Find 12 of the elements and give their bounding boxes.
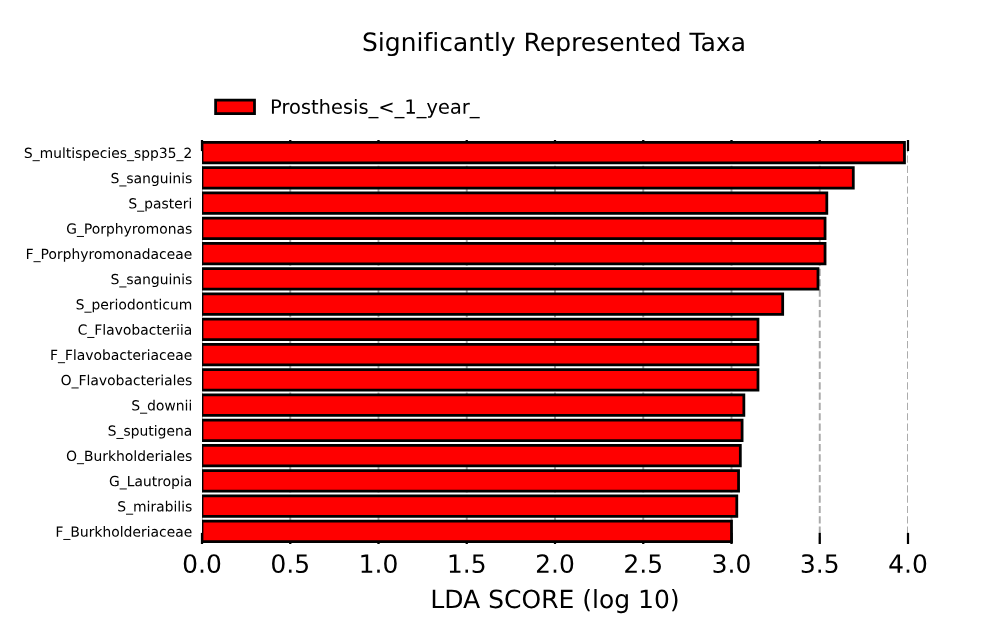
x-tick-label: 1.5 xyxy=(449,554,485,574)
x-tick-label: 2.0 xyxy=(536,554,574,574)
x-tick-label: 1.0 xyxy=(361,554,397,574)
legend-label: Prosthesis_<_1_year_ xyxy=(271,98,480,119)
x-tick-label: 3.5 xyxy=(801,554,838,574)
x-axis-title: LDA SCORE (log 10) xyxy=(432,589,678,614)
x-tick-label: 0.5 xyxy=(272,554,308,574)
x-tick-label: 0.0 xyxy=(183,554,221,574)
x-tick-label: 4.0 xyxy=(889,554,927,574)
x-tick-label: 3.0 xyxy=(713,554,750,574)
x-tick-label: 2.5 xyxy=(625,554,661,574)
chart-title: Significantly Represented Taxa xyxy=(363,31,744,57)
